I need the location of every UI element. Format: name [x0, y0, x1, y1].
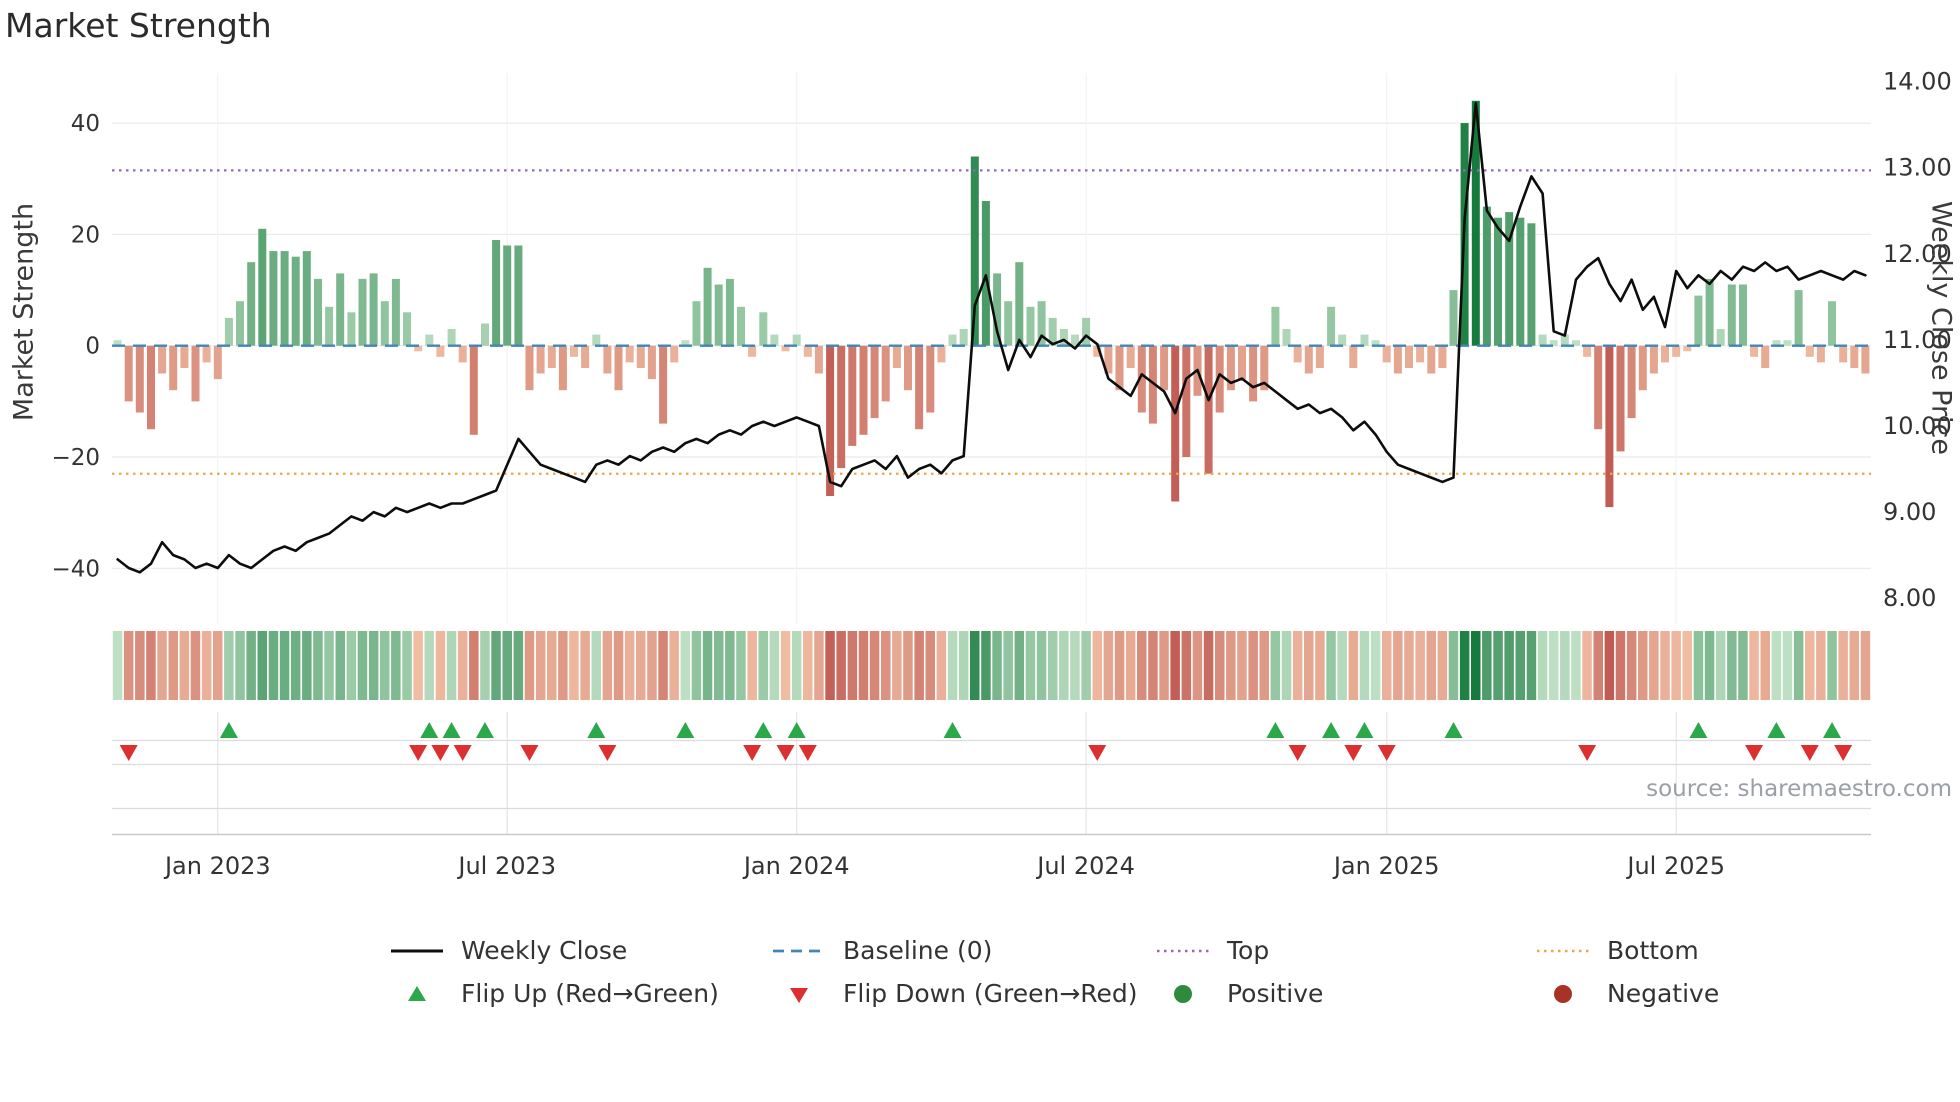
- svg-text:11.00: 11.00: [1883, 326, 1952, 354]
- page-title: Market Strength: [5, 6, 272, 45]
- flip-down-markers: [119, 745, 1853, 761]
- triangle-up-icon: [408, 985, 426, 1001]
- triangle-down-icon: [790, 987, 808, 1003]
- legend-item-weekly-close: Weekly Close: [388, 936, 770, 965]
- dotted-line-swatch-icon: [1537, 949, 1589, 952]
- svg-text:9.00: 9.00: [1883, 498, 1936, 526]
- legend-label: Baseline (0): [843, 936, 993, 965]
- heatmap-strip: [112, 631, 1871, 700]
- legend-item-flip-down: Flip Down (Green→Red): [770, 979, 1154, 1008]
- svg-text:Jul 2025: Jul 2025: [1625, 852, 1725, 880]
- svg-text:Jan 2023: Jan 2023: [163, 852, 271, 880]
- legend-label: Negative: [1607, 979, 1720, 1008]
- svg-text:40: 40: [71, 111, 100, 137]
- chart-legend: Weekly Close Baseline (0) Top Bottom Fli…: [388, 936, 1834, 1008]
- left-axis-title: Market Strength: [8, 202, 40, 422]
- svg-text:14.00: 14.00: [1883, 68, 1952, 96]
- svg-text:Jan 2025: Jan 2025: [1332, 852, 1440, 880]
- legend-item-negative: Negative: [1534, 979, 1834, 1008]
- right-axis-title: Weekly Close Price: [1925, 200, 1957, 456]
- left-axis-ticks: −40 −20 0 20 40: [51, 111, 100, 582]
- legend-item-baseline: Baseline (0): [770, 936, 1154, 965]
- svg-text:10.00: 10.00: [1883, 412, 1952, 440]
- flip-up-markers: [219, 722, 1842, 738]
- svg-text:Jul 2024: Jul 2024: [1035, 852, 1135, 880]
- legend-label: Weekly Close: [461, 936, 628, 965]
- svg-text:−40: −40: [51, 556, 100, 582]
- solid-line-swatch-icon: [391, 949, 443, 952]
- source-attribution: source: sharemaestro.com: [1646, 776, 1952, 802]
- dotted-line-swatch-icon: [1157, 949, 1209, 952]
- svg-text:20: 20: [71, 222, 100, 248]
- legend-label: Flip Up (Red→Green): [461, 979, 719, 1008]
- circle-green-icon: [1174, 984, 1192, 1003]
- legend-label: Top: [1227, 936, 1270, 965]
- x-axis-ticks: Jan 2023 Jul 2023 Jan 2024 Jul 2024 Jan 2025…: [163, 852, 1725, 880]
- price-line: [116, 101, 1867, 574]
- legend-label: Bottom: [1607, 936, 1699, 965]
- market-strength-chart: −40 −20 0 20 40 8.00 9.00 10.00 11.00 12.00 13.00 1…: [51, 68, 1952, 880]
- svg-text:−20: −20: [51, 445, 100, 471]
- svg-text:13.00: 13.00: [1883, 154, 1952, 182]
- legend-item-flip-up: Flip Up (Red→Green): [388, 979, 770, 1008]
- svg-text:12.00: 12.00: [1883, 240, 1952, 268]
- strength-bars: [113, 100, 1870, 508]
- legend-item-positive: Positive: [1154, 979, 1534, 1008]
- circle-darkred-icon: [1554, 984, 1572, 1003]
- legend-item-bottom: Bottom: [1534, 936, 1834, 965]
- dashed-line-swatch-icon: [773, 949, 825, 952]
- svg-text:0: 0: [85, 334, 100, 360]
- svg-text:Jan 2024: Jan 2024: [742, 852, 850, 880]
- svg-text:Jul 2023: Jul 2023: [456, 852, 556, 880]
- right-axis-ticks: 8.00 9.00 10.00 11.00 12.00 13.00 14.00: [1883, 68, 1952, 613]
- svg-text:8.00: 8.00: [1883, 584, 1936, 612]
- legend-item-top: Top: [1154, 936, 1534, 965]
- legend-label: Flip Down (Green→Red): [843, 979, 1138, 1008]
- legend-label: Positive: [1227, 979, 1324, 1008]
